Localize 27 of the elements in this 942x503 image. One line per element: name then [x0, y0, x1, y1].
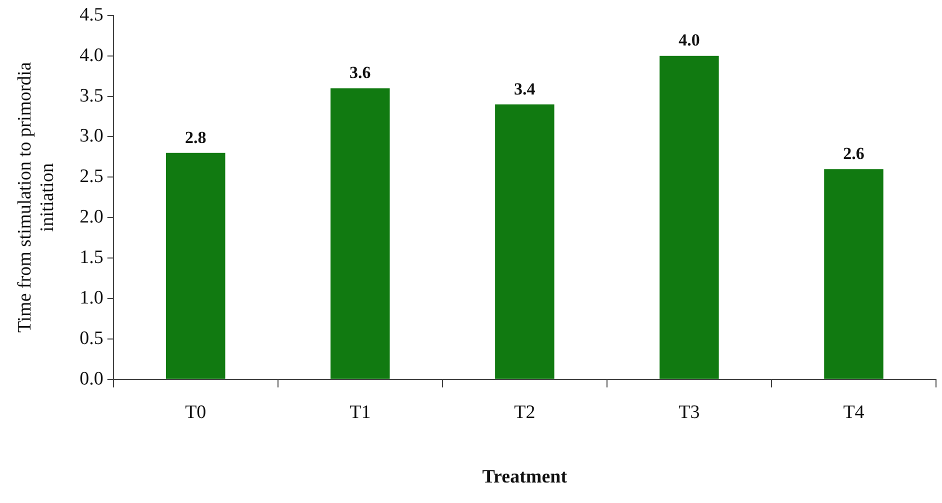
y-tick-label: 2.0	[80, 206, 104, 228]
x-tick-label: T4	[843, 402, 865, 423]
data-label: 3.4	[514, 79, 536, 98]
y-tick-label: 0.5	[80, 328, 104, 349]
x-axis-title: Treatment	[482, 466, 568, 488]
x-tick-label: T1	[350, 402, 371, 423]
y-tick-label: 4.0	[80, 44, 104, 66]
bar	[330, 88, 390, 379]
data-label: 3.6	[350, 63, 371, 82]
bar	[495, 104, 554, 379]
y-tick-label: 1.0	[80, 287, 104, 308]
y-axis-title: Time from stimulation to primordia initiation	[14, 62, 58, 333]
bar	[166, 152, 226, 379]
x-tick-label: T0	[185, 402, 206, 423]
y-tick-label: 4.5	[80, 4, 104, 26]
data-label: 2.6	[843, 144, 864, 163]
x-tick-label: T2	[514, 402, 536, 423]
data-label: 2.8	[184, 128, 206, 147]
y-tick-label: 3.5	[80, 85, 104, 106]
y-tick-label: 0.0	[80, 368, 104, 390]
y-tick-label: 1.5	[80, 247, 104, 268]
data-label: 4.0	[678, 30, 700, 50]
y-tick-label: 2.5	[80, 166, 104, 188]
y-tick-label: 3.0	[80, 126, 104, 147]
x-tick-label: T3	[678, 402, 700, 423]
bar	[824, 169, 884, 379]
bar	[660, 56, 719, 379]
